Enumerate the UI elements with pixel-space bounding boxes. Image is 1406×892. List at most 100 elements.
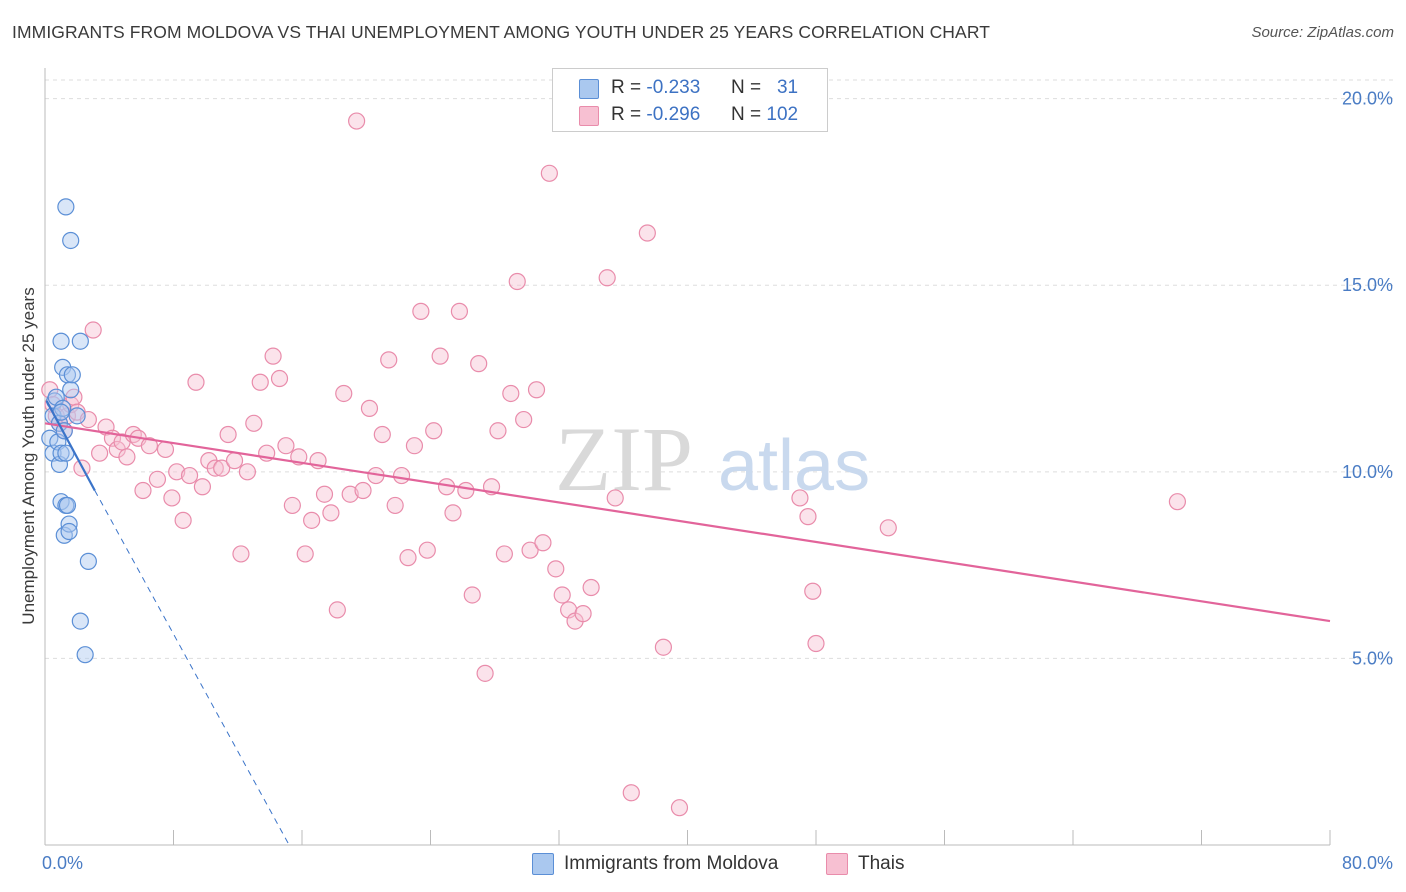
thais-point <box>534 534 552 552</box>
thais-point <box>296 545 314 563</box>
thais-point <box>245 414 263 432</box>
series-label-thais: Thais <box>858 853 905 874</box>
moldova-point <box>60 522 78 541</box>
moldova-trend-line <box>45 400 96 492</box>
thais-point <box>670 799 689 817</box>
y-tick-label: 10.0% <box>1342 462 1393 482</box>
thais-point <box>521 541 539 559</box>
thais-point <box>360 399 379 417</box>
y-tick-label: 5.0% <box>1352 648 1393 668</box>
moldova-point <box>63 366 81 384</box>
thais-point <box>495 545 513 563</box>
x-tick-labels: 0.0% 80.0% <box>42 853 1393 873</box>
series-swatch-pink <box>826 853 848 875</box>
thais-point <box>264 347 282 365</box>
moldova-point <box>62 231 80 250</box>
moldova-point <box>76 646 94 664</box>
thais-point <box>425 422 443 440</box>
moldova-point <box>79 552 97 570</box>
source-label: Source: ZipAtlas.com <box>1251 24 1394 41</box>
thais-point <box>470 355 488 373</box>
thais-point <box>163 489 181 507</box>
thais-point <box>348 112 366 130</box>
thais-point <box>238 463 256 481</box>
thais-point <box>444 504 462 522</box>
thais-point <box>515 410 533 429</box>
thais-point <box>502 384 520 403</box>
thais-point <box>412 302 430 320</box>
thais-point <box>508 272 526 291</box>
thais-point <box>79 410 97 429</box>
thais-point <box>277 437 295 455</box>
thais-point <box>799 508 817 526</box>
thais-point <box>1168 493 1187 511</box>
thais-point <box>270 369 289 388</box>
thais-point <box>283 496 301 515</box>
series-label-moldova: Immigrants from Moldova <box>564 853 779 874</box>
thais-point <box>187 373 205 391</box>
thais-point <box>118 448 136 466</box>
thais-point <box>879 519 897 537</box>
series-swatch-blue <box>532 853 554 875</box>
legend-swatch-pink <box>579 106 599 126</box>
thais-point <box>322 504 340 522</box>
thais-point <box>476 664 494 682</box>
legend-r: R = -0.233 <box>611 77 701 98</box>
thais-point <box>341 485 359 503</box>
thais-point <box>553 586 571 604</box>
watermark-zip: ZIP <box>555 408 693 510</box>
thais-trend-line <box>44 422 1331 623</box>
thais-point <box>418 541 436 559</box>
thais-point <box>156 440 175 459</box>
thais-point <box>84 321 102 339</box>
thais-point <box>582 578 600 597</box>
axes <box>44 68 1331 846</box>
thais-point <box>148 470 167 488</box>
thais-point <box>180 466 199 485</box>
thais-point <box>574 605 592 623</box>
thais-point <box>606 489 624 507</box>
thais-point <box>251 373 269 391</box>
thais-point <box>450 302 469 320</box>
thais-points <box>41 112 1187 817</box>
legend-n: N = 102 <box>731 104 799 125</box>
thais-point <box>457 481 475 500</box>
thais-point <box>622 784 640 802</box>
thais-point <box>638 224 656 242</box>
legend-swatch-blue <box>579 79 599 99</box>
thais-point <box>335 384 353 403</box>
thais-point <box>386 496 404 515</box>
moldova-points <box>41 198 97 664</box>
thais-point <box>168 463 186 481</box>
thais-point <box>654 638 673 656</box>
grid-lines <box>45 79 1393 659</box>
thais-point <box>91 444 109 462</box>
thais-point <box>598 269 616 287</box>
thais-point <box>463 586 481 604</box>
trend-lines <box>44 400 1331 846</box>
thais-point <box>354 481 372 500</box>
thais-point <box>213 459 231 477</box>
thais-point <box>547 560 565 578</box>
chart-title: IMMIGRANTS FROM MOLDOVA VS THAI UNEMPLOY… <box>12 22 991 42</box>
legend-row-moldova: R = -0.233 N = 31 <box>553 75 827 101</box>
thais-point <box>225 452 244 470</box>
moldova-point <box>52 444 70 462</box>
thais-point <box>193 478 212 496</box>
thais-point <box>315 485 334 503</box>
thais-point <box>807 634 825 653</box>
thais-point <box>174 511 192 529</box>
y-tick-label: 15.0% <box>1342 275 1393 295</box>
thais-point <box>392 466 411 485</box>
moldova-point <box>52 332 70 350</box>
thais-point <box>380 351 398 369</box>
thais-point <box>373 425 391 444</box>
thais-point <box>206 459 224 477</box>
y-tick-labels: 5.0% 10.0% 15.0% 20.0% <box>1342 89 1393 669</box>
moldova-point <box>71 332 89 350</box>
thais-point <box>232 545 250 563</box>
thais-point <box>405 437 424 455</box>
legend-n: N = 31 <box>731 77 799 98</box>
moldova-trend-extension <box>94 490 290 846</box>
